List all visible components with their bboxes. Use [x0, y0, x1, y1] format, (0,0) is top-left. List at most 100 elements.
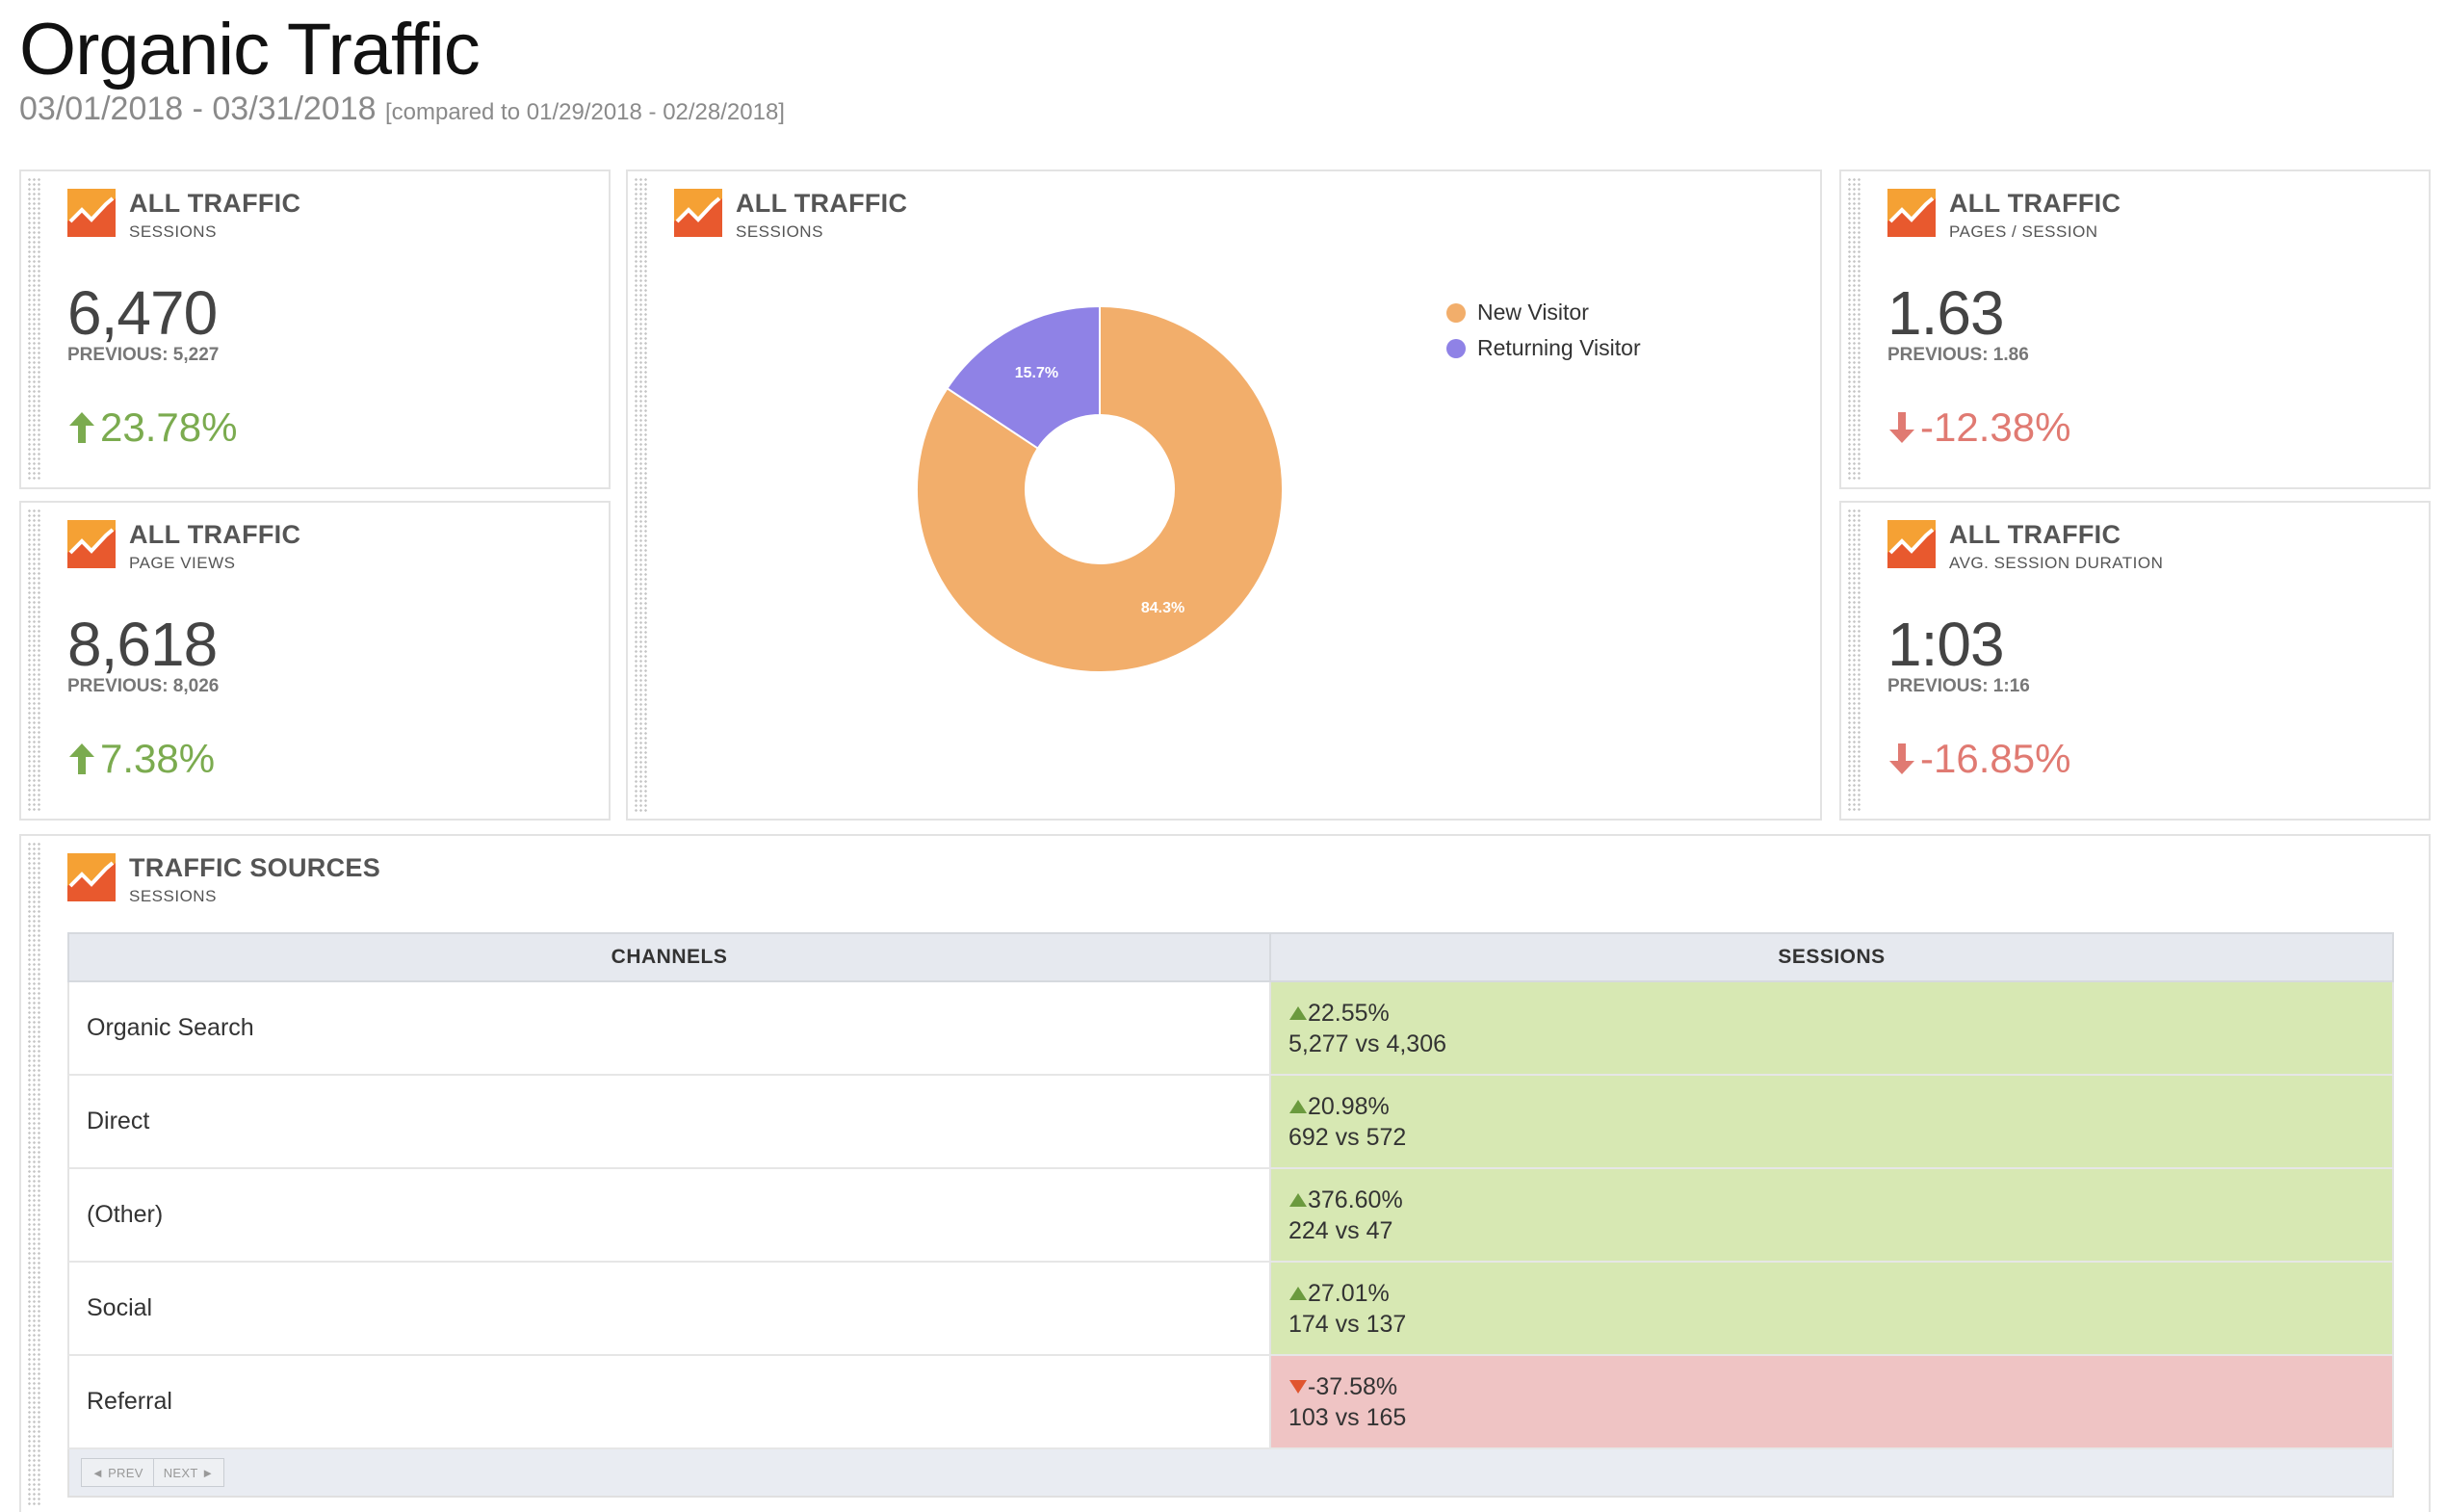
analytics-trend-icon: [1887, 189, 1936, 237]
page-title: Organic Traffic: [19, 9, 481, 91]
traffic-sources-table: CHANNELS SESSIONS Organic Search 22.55% …: [67, 932, 2394, 1498]
sessions-change-value: -37.58%: [1308, 1372, 1398, 1400]
kpi-change-value: 7.38%: [100, 736, 216, 781]
table-pager: ◄ PREV NEXT ►: [67, 1449, 2394, 1498]
legend-item-returning-visitor[interactable]: Returning Visitor: [1446, 330, 1641, 366]
analytics-trend-icon: [67, 853, 116, 901]
slice-label: 15.7%: [1015, 365, 1058, 381]
slice-label: 84.3%: [1141, 600, 1184, 616]
sessions-change: 22.55%: [1288, 998, 2392, 1029]
kpi-value: 1:03: [1887, 610, 2005, 679]
traffic-sources-widget: TRAFFIC SOURCES SESSIONS CHANNELS SESSIO…: [19, 834, 2431, 1512]
kpi-change: -12.38%: [1887, 404, 2070, 451]
sessions-change: 376.60%: [1288, 1185, 2392, 1215]
sessions-cell: 376.60% 224 vs 47: [1271, 1169, 2392, 1261]
sessions-change-value: 22.55%: [1308, 999, 1390, 1027]
widget-title: TRAFFIC SOURCES: [129, 853, 380, 882]
widget-subtitle: PAGE VIEWS: [129, 554, 236, 572]
next-page-button[interactable]: NEXT ►: [153, 1458, 225, 1487]
drag-handle[interactable]: [27, 508, 40, 813]
sessions-comparison: 5,277 vs 4,306: [1288, 1030, 1447, 1057]
legend-item-new-visitor[interactable]: New Visitor: [1446, 295, 1641, 330]
sessions-comparison: 692 vs 572: [1288, 1123, 1407, 1151]
triangle-up-icon: [1289, 1192, 1307, 1207]
date-range: 03/01/2018 - 03/31/2018 [compared to 01/…: [19, 91, 785, 128]
sessions-cell: -37.58% 103 vs 165: [1271, 1356, 2392, 1447]
triangle-up-icon: [1289, 1099, 1307, 1113]
widget-subtitle: SESSIONS: [129, 222, 217, 241]
sessions-comparison: 103 vs 165: [1288, 1403, 1407, 1431]
arrow-down-icon: [1889, 743, 1914, 774]
sessions-change-value: 20.98%: [1308, 1092, 1390, 1120]
widget-subtitle: SESSIONS: [129, 887, 217, 905]
analytics-trend-icon: [674, 189, 722, 237]
kpi-previous: PREVIOUS: 8,026: [67, 676, 220, 696]
widget-subtitle: AVG. SESSION DURATION: [1949, 554, 2164, 572]
widget-title: ALL TRAFFIC: [129, 520, 301, 549]
legend-swatch: [1446, 338, 1466, 358]
donut-chart: 84.3% 15.7%: [916, 304, 1284, 673]
date-range-current: 03/01/2018 - 03/31/2018: [19, 91, 377, 127]
widget-title: ALL TRAFFIC: [1949, 520, 2121, 549]
analytics-trend-icon: [1887, 520, 1936, 568]
channel-cell: Direct: [69, 1076, 1271, 1167]
drag-handle[interactable]: [27, 842, 40, 1506]
sessions-change-value: 27.01%: [1308, 1279, 1390, 1307]
table-row: Referral -37.58% 103 vs 165: [67, 1356, 2394, 1449]
channel-cell: (Other): [69, 1169, 1271, 1261]
kpi-value: 6,470: [67, 278, 218, 348]
widget-title: ALL TRAFFIC: [129, 189, 301, 218]
slice-new-visitor[interactable]: [916, 304, 1284, 673]
widget-title: ALL TRAFFIC: [1949, 189, 2121, 218]
arrow-up-icon: [69, 412, 94, 443]
sessions-change-value: 376.60%: [1308, 1186, 1403, 1213]
kpi-previous: PREVIOUS: 1:16: [1887, 676, 2030, 696]
column-header-sessions[interactable]: SESSIONS: [1778, 946, 1886, 968]
prev-page-button[interactable]: ◄ PREV: [81, 1458, 154, 1487]
widget-subtitle: SESSIONS: [736, 222, 823, 241]
channel-cell: Social: [69, 1263, 1271, 1354]
analytics-trend-icon: [67, 520, 116, 568]
sessions-cell: 20.98% 692 vs 572: [1271, 1076, 2392, 1167]
kpi-change-value: -16.85%: [1920, 736, 2071, 781]
column-header-channels[interactable]: CHANNELS: [69, 934, 1271, 980]
date-range-comparison: [compared to 01/29/2018 - 02/28/2018]: [385, 99, 785, 125]
drag-handle[interactable]: [27, 177, 40, 482]
chart-legend: New Visitor Returning Visitor: [1446, 295, 1641, 366]
triangle-up-icon: [1289, 1005, 1307, 1020]
widget-subtitle: PAGES / SESSION: [1949, 222, 2098, 241]
kpi-change-value: 23.78%: [100, 404, 238, 450]
drag-handle[interactable]: [1847, 177, 1861, 482]
kpi-change: -16.85%: [1887, 736, 2070, 782]
slice-returning-visitor[interactable]: [946, 304, 1101, 450]
channel-cell: Referral: [69, 1356, 1271, 1447]
arrow-down-icon: [1889, 412, 1914, 443]
kpi-widget-pages-per-session: ALL TRAFFIC PAGES / SESSION 1.63 PREVIOU…: [1839, 169, 2431, 489]
kpi-widget-page-views: ALL TRAFFIC PAGE VIEWS 8,618 PREVIOUS: 8…: [19, 501, 611, 821]
sessions-cell: 27.01% 174 vs 137: [1271, 1263, 2392, 1354]
arrow-up-icon: [69, 743, 94, 774]
kpi-value: 1.63: [1887, 278, 2005, 348]
drag-handle[interactable]: [634, 177, 647, 813]
table-row: (Other) 376.60% 224 vs 47: [67, 1169, 2394, 1263]
sessions-comparison: 174 vs 137: [1288, 1310, 1407, 1338]
kpi-widget-avg-session-duration: ALL TRAFFIC AVG. SESSION DURATION 1:03 P…: [1839, 501, 2431, 821]
sessions-change: 27.01%: [1288, 1278, 2392, 1309]
table-header: CHANNELS SESSIONS: [67, 932, 2394, 982]
analytics-trend-icon: [67, 189, 116, 237]
drag-handle[interactable]: [1847, 508, 1861, 813]
legend-swatch: [1446, 302, 1466, 323]
legend-label: Returning Visitor: [1477, 335, 1641, 360]
donut-widget-visitor-type: ALL TRAFFIC SESSIONS 84.3% 15.7% New Visi…: [626, 169, 1822, 821]
kpi-value: 8,618: [67, 610, 218, 679]
sessions-cell: 22.55% 5,277 vs 4,306: [1271, 982, 2392, 1074]
legend-label: New Visitor: [1477, 300, 1589, 325]
triangle-up-icon: [1289, 1286, 1307, 1300]
table-row: Direct 20.98% 692 vs 572: [67, 1076, 2394, 1169]
triangle-down-icon: [1289, 1379, 1307, 1394]
table-row: Social 27.01% 174 vs 137: [67, 1263, 2394, 1356]
sessions-change: 20.98%: [1288, 1091, 2392, 1122]
kpi-change-value: -12.38%: [1920, 404, 2071, 450]
kpi-change: 7.38%: [67, 736, 215, 782]
kpi-previous: PREVIOUS: 5,227: [67, 345, 220, 365]
